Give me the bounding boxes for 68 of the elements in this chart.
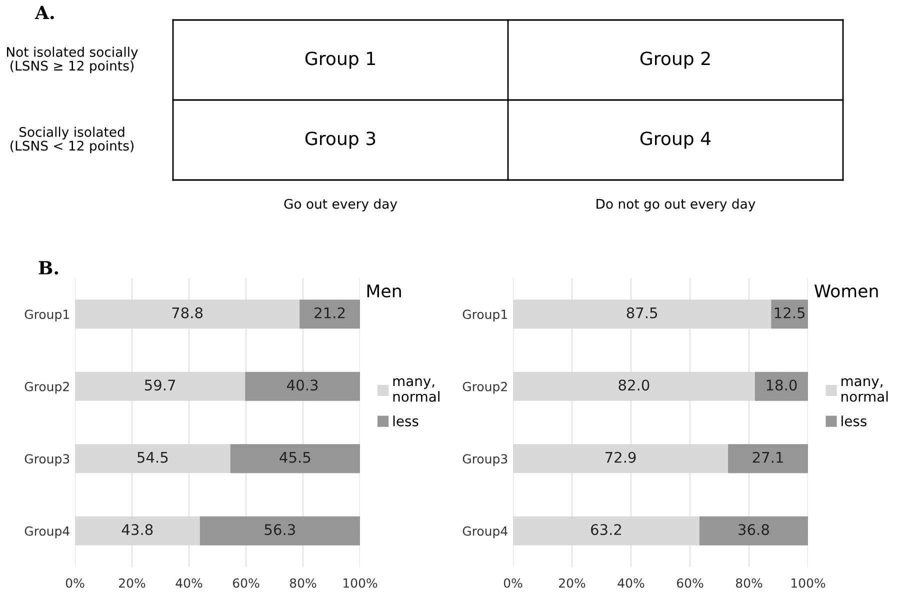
text: Group 2 (640, 52, 710, 69)
bar (699, 516, 808, 546)
x-tick-label: 40% (176, 578, 202, 588)
y-tick-label: Group4 (462, 526, 508, 538)
data-label: 59.7 (144, 380, 176, 391)
data-label: 78.8 (172, 307, 203, 318)
bar (513, 300, 772, 329)
data-label: 54.5 (138, 452, 168, 463)
legend-label: less (842, 416, 866, 426)
text: Group 3 (305, 132, 376, 149)
bar (75, 444, 230, 474)
x-tick-label: 20% (119, 578, 146, 588)
data-label: 56.3 (264, 524, 295, 536)
category-label: Go out every day (284, 198, 398, 212)
category-label: Do not go out every day (596, 198, 756, 212)
data-label: 43.8 (122, 524, 153, 536)
data-label: 36.8 (738, 524, 769, 536)
legend-label: less (393, 416, 418, 426)
bar (754, 372, 808, 401)
text: Group 4 (640, 132, 711, 149)
chart-title: Men (367, 284, 401, 298)
data-label: 40.3 (287, 380, 318, 391)
bar (75, 372, 246, 401)
data-label: 18.0 (766, 380, 797, 391)
bar (245, 372, 360, 401)
y-tick-label: Group2 (462, 382, 507, 394)
x-tick-label: 80% (736, 578, 762, 588)
y-tick-label: Group1 (24, 310, 69, 322)
data-label: 63.2 (591, 524, 621, 536)
legend-label: many, normal (842, 378, 888, 402)
bar (200, 516, 360, 546)
text: Women (814, 284, 878, 298)
bar (513, 372, 755, 401)
x-tick-label: 0% (66, 578, 84, 588)
text: B. (38, 261, 58, 275)
bar (75, 300, 300, 329)
bar (300, 300, 360, 329)
y-tick-label: Group4 (24, 526, 70, 538)
data-label: 27.1 (752, 452, 783, 463)
x-tick-label: 60% (232, 578, 260, 588)
x-tick-label: 100% (344, 578, 378, 588)
category-label: Socially isolated (LSNS < 12 points) (10, 126, 134, 154)
text: A. (34, 6, 54, 20)
data-label: 12.5 (774, 307, 805, 318)
x-tick-label: 100% (792, 578, 826, 588)
data-label: 87.5 (626, 307, 658, 318)
y-tick-label: Group2 (24, 382, 69, 394)
category-label: Not isolated socially (LSNS ≥ 12 points) (6, 46, 138, 74)
bar (771, 300, 808, 329)
bar (75, 516, 200, 546)
x-tick-label: 0% (504, 578, 522, 588)
data-label: 45.5 (280, 452, 310, 463)
legend-label: many, normal (393, 378, 440, 402)
bar (513, 516, 700, 546)
x-tick-label: 60% (676, 578, 704, 588)
y-tick-label: Group1 (462, 310, 507, 322)
bar (513, 444, 728, 474)
bar (230, 444, 360, 474)
text: Group 1 (305, 52, 375, 69)
x-tick-label: 20% (559, 578, 586, 588)
x-tick-label: 80% (290, 578, 316, 588)
data-label: 72.9 (605, 452, 636, 463)
data-label: 82.0 (618, 380, 650, 391)
bar (728, 444, 808, 474)
x-tick-label: 40% (618, 578, 644, 588)
y-tick-label: Group3 (462, 454, 508, 466)
data-label: 21.2 (314, 307, 345, 318)
y-tick-label: Group3 (24, 454, 70, 466)
